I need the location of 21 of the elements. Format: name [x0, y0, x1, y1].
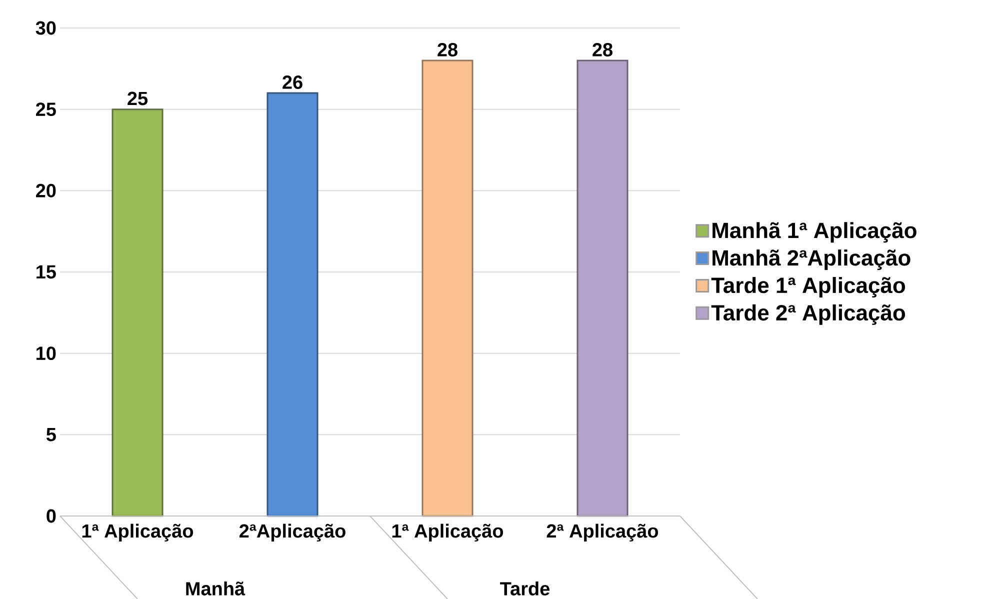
y-tick-label: 15	[36, 265, 56, 279]
x-tick-label: 1ª Aplicação	[82, 524, 194, 542]
data-label: 25	[128, 92, 148, 106]
y-tick-label: 20	[36, 184, 56, 198]
text: Manhã	[186, 581, 246, 596]
x-tick-label: 2ªAplicação	[239, 524, 346, 542]
y-tick-label: 10	[36, 346, 56, 360]
y-tick-label: 25	[36, 102, 56, 116]
y-tick-label: 5	[46, 428, 56, 442]
text: Tarde	[500, 581, 550, 596]
data-label: 28	[438, 42, 458, 56]
x-tick-label: 1ª Aplicação	[392, 524, 504, 542]
y-tick-label: 30	[36, 21, 56, 35]
data-label: 28	[592, 42, 612, 56]
legend-label: Tarde 2ª Aplicação	[711, 304, 906, 325]
legend-label: Manhã 2ªAplicação	[712, 250, 910, 270]
data-label: 26	[282, 76, 302, 89]
y-tick-label: 0	[46, 509, 56, 523]
x-tick-label: 2ª Aplicação	[546, 524, 658, 542]
legend-label: Tarde 1ª Aplicação	[711, 276, 906, 298]
legend-label: Manhã 1ª Aplicação	[712, 222, 916, 243]
